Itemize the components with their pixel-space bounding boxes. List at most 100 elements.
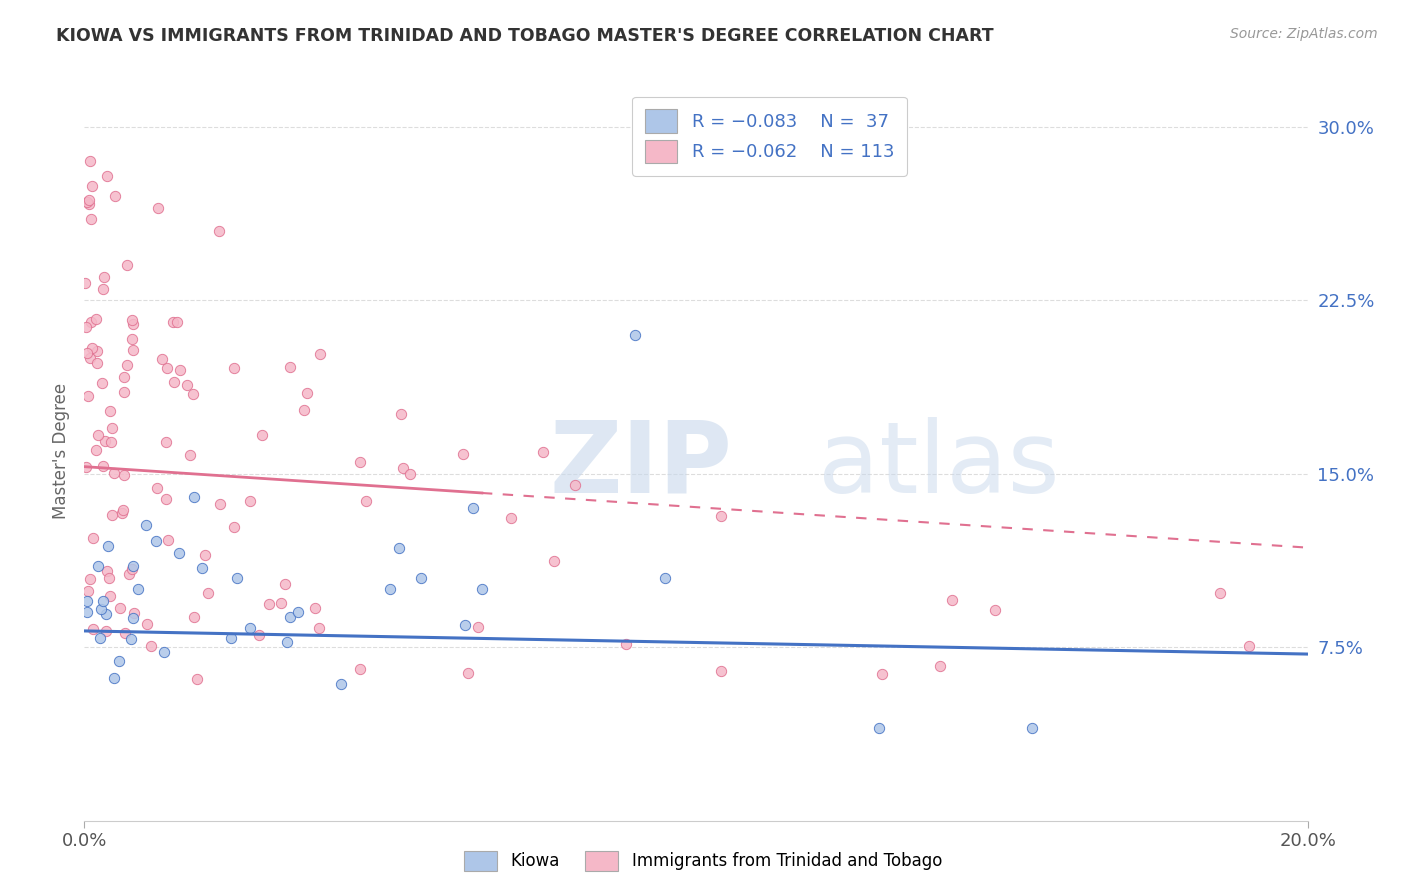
Point (121, 332, 143, 346)
Point (121, 562, 143, 576)
Point (75, 276, 97, 290)
Point (76, 594, 98, 608)
Point (166, 315, 188, 329)
Point (124, 607, 146, 621)
Point (77, 193, 100, 207)
Point (86, 343, 108, 358)
Point (115, 259, 138, 273)
Point (114, 625, 136, 640)
Point (222, 520, 245, 534)
Point (120, 632, 142, 647)
Point (98, 404, 121, 418)
Point (183, 609, 205, 624)
Point (100, 434, 122, 449)
Point (287, 606, 309, 620)
Point (80, 341, 103, 355)
Point (97, 539, 120, 553)
Text: Source: ZipAtlas.com: Source: ZipAtlas.com (1230, 27, 1378, 41)
Point (141, 639, 163, 653)
Point (471, 582, 494, 597)
Point (91, 281, 114, 295)
Legend: R = −0.083    N =  37, R = −0.062    N = 113: R = −0.083 N = 37, R = −0.062 N = 113 (633, 96, 907, 176)
Point (308, 347, 330, 361)
Point (76, 605, 98, 619)
Point (82, 532, 104, 546)
Point (162, 375, 184, 389)
Point (79, 351, 101, 366)
Text: ZIP: ZIP (550, 417, 733, 514)
Point (90, 602, 112, 616)
Point (169, 363, 191, 377)
Point (870, 667, 893, 681)
Point (654, 571, 676, 585)
Point (97, 571, 120, 585)
Point (356, 494, 378, 508)
Point (91, 459, 114, 474)
Point (155, 435, 177, 450)
Point (239, 494, 262, 508)
Point (409, 571, 432, 585)
Point (96, 607, 118, 622)
Point (389, 407, 412, 421)
Point (388, 541, 411, 555)
Point (80, 315, 103, 329)
Point (82, 622, 104, 636)
Point (75, 320, 97, 334)
Point (100, 508, 122, 522)
Point (176, 377, 198, 392)
Point (454, 618, 477, 632)
Point (194, 548, 217, 562)
Point (278, 609, 301, 624)
Point (183, 490, 205, 504)
Point (90, 376, 112, 390)
Point (75, 460, 97, 475)
Point (1237, 640, 1260, 654)
Point (84, 442, 107, 457)
Point (238, 621, 260, 635)
Point (349, 662, 371, 676)
Point (257, 598, 280, 612)
Point (104, 189, 127, 203)
Point (77, 197, 100, 211)
Point (96, 169, 118, 183)
Point (112, 384, 135, 399)
Point (111, 506, 134, 520)
Point (297, 386, 319, 401)
Point (79, 573, 101, 587)
Point (89, 631, 111, 645)
Text: KIOWA VS IMMIGRANTS FROM TRINIDAD AND TOBAGO MASTER'S DEGREE CORRELATION CHART: KIOWA VS IMMIGRANTS FROM TRINIDAD AND TO… (56, 27, 994, 45)
Point (1021, 721, 1043, 735)
Point (273, 576, 295, 591)
Point (928, 659, 950, 673)
Point (222, 361, 245, 376)
Point (100, 421, 122, 435)
Point (146, 201, 169, 215)
Point (181, 387, 204, 401)
Point (80, 212, 103, 227)
Point (80, 179, 103, 194)
Point (121, 343, 143, 357)
Point (134, 517, 156, 532)
Point (292, 403, 315, 417)
Point (467, 620, 489, 634)
Point (155, 491, 177, 506)
Point (84, 312, 107, 326)
Point (543, 554, 565, 568)
Point (76, 584, 98, 599)
Point (710, 664, 733, 678)
Point (983, 603, 1005, 617)
Point (280, 360, 302, 375)
Point (122, 318, 145, 332)
Point (145, 534, 167, 549)
Point (127, 582, 149, 596)
Point (121, 313, 143, 327)
Legend: Kiowa, Immigrants from Trinidad and Tobago: Kiowa, Immigrants from Trinidad and Toba… (456, 842, 950, 880)
Point (208, 498, 231, 512)
Point (77, 389, 100, 403)
Point (499, 510, 522, 524)
Point (564, 478, 586, 492)
Point (270, 596, 292, 610)
Point (276, 635, 298, 649)
Text: atlas: atlas (818, 417, 1060, 514)
Point (87, 558, 110, 573)
